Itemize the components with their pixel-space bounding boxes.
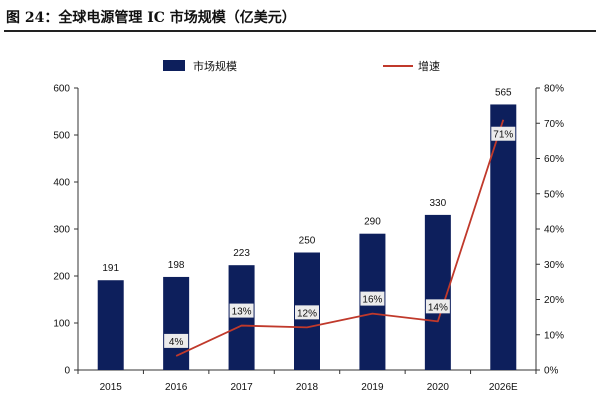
growth-label: 16% — [362, 295, 382, 306]
y-tick-left-label: 0 — [64, 366, 70, 377]
y-tick-right-label: 70% — [544, 119, 564, 130]
bar-value-label: 191 — [102, 263, 119, 274]
bar-value-label: 250 — [299, 236, 316, 247]
y-tick-right-label: 60% — [544, 154, 564, 165]
x-tick-label: 2018 — [296, 382, 319, 393]
growth-label-bg — [360, 291, 385, 306]
growth-label-bg — [164, 333, 189, 348]
growth-label-bg — [491, 126, 516, 141]
legend: 市场规模 增速 — [163, 59, 440, 73]
growth-label-bg — [295, 305, 319, 320]
growth-label: 71% — [493, 130, 513, 141]
y-tick-right-label: 20% — [544, 295, 564, 306]
y-tick-right-label: 40% — [544, 225, 564, 236]
growth-label: 14% — [428, 302, 448, 313]
y-tick-right-label: 50% — [544, 189, 564, 200]
bars — [97, 104, 517, 370]
legend-bar-label: 市场规模 — [193, 59, 237, 73]
legend-bar-swatch — [163, 60, 185, 71]
x-tick-label: 2026E — [489, 382, 518, 393]
x-tick-label: 2015 — [100, 382, 123, 393]
y-tick-left-label: 300 — [53, 225, 70, 236]
y-tick-left-label: 500 — [53, 131, 70, 142]
y-tick-right-label: 10% — [544, 330, 564, 341]
y-tick-right-label: 0% — [544, 366, 559, 377]
growth-label-bg — [425, 299, 450, 314]
title-rule — [4, 30, 596, 32]
bar-value-label: 198 — [168, 260, 185, 271]
figure-title: 图 24：全球电源管理 IC 市场规模（亿美元） — [6, 10, 296, 26]
bar-value-label: 290 — [364, 217, 381, 228]
y-tick-left-label: 600 — [53, 84, 70, 95]
y-tick-right-label: 30% — [544, 260, 564, 271]
x-tick-label: 2019 — [361, 382, 384, 393]
growth-label: 4% — [169, 337, 184, 348]
bar-value-label: 223 — [233, 248, 250, 259]
bar-value-label: 565 — [495, 87, 512, 98]
growth-line — [175, 119, 505, 357]
growth-label: 13% — [232, 307, 252, 318]
x-tick-label: 2017 — [230, 382, 253, 393]
bar — [163, 276, 190, 370]
legend-line-label: 增速 — [418, 59, 440, 73]
y-tick-right-label: 80% — [544, 84, 564, 95]
growth-polyline — [175, 119, 505, 357]
growth-label: 12% — [297, 308, 317, 319]
x-tick-label: 2020 — [427, 382, 450, 393]
x-tick-label: 2016 — [165, 382, 188, 393]
bar — [97, 280, 124, 370]
y-tick-left-label: 400 — [53, 178, 70, 189]
growth-label-bg — [229, 303, 254, 318]
bar-value-label: 330 — [430, 198, 447, 209]
bar — [490, 104, 517, 370]
bar — [228, 265, 255, 370]
y-tick-left-label: 200 — [53, 272, 70, 283]
bar-labels: 191 198 223 250 290 330 565 — [102, 87, 512, 274]
growth-labels: 4% 13% 12% 16% 14% 71% — [164, 126, 516, 348]
y-tick-left-label: 100 — [53, 319, 70, 330]
